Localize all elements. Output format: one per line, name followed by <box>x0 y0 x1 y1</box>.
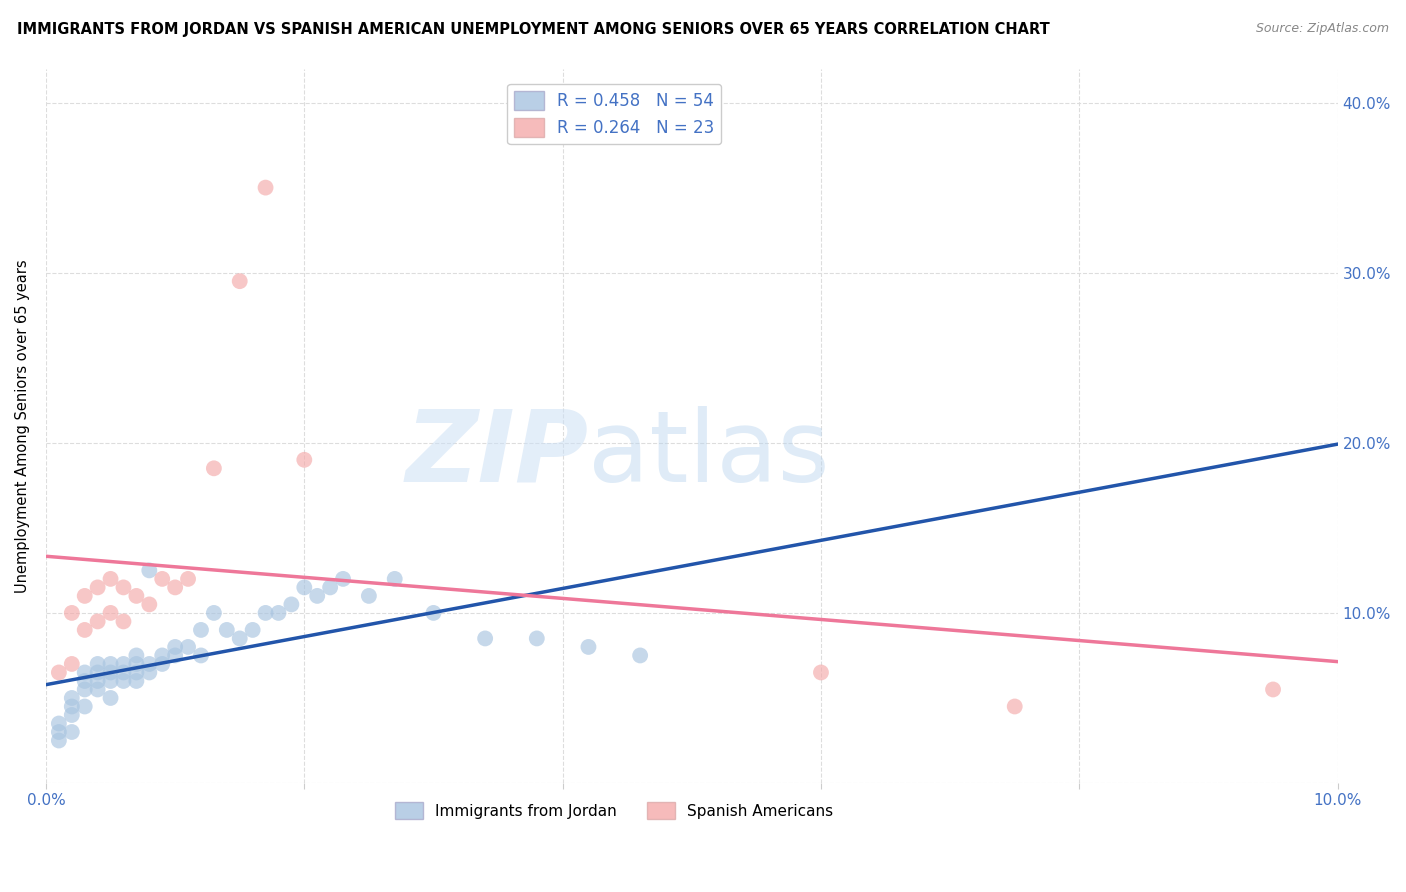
Point <box>1261 682 1284 697</box>
Point <box>48 733 70 747</box>
Point <box>86 657 108 671</box>
Point <box>60 690 83 705</box>
Text: IMMIGRANTS FROM JORDAN VS SPANISH AMERICAN UNEMPLOYMENT AMONG SENIORS OVER 65 YE: IMMIGRANTS FROM JORDAN VS SPANISH AMERIC… <box>17 22 1050 37</box>
Point <box>228 274 250 288</box>
Point <box>125 648 148 663</box>
Point <box>254 606 277 620</box>
Point <box>138 665 160 680</box>
Point <box>48 665 70 680</box>
Point <box>125 589 148 603</box>
Text: atlas: atlas <box>589 406 830 503</box>
Point <box>332 572 354 586</box>
Point <box>112 615 135 629</box>
Point <box>215 623 238 637</box>
Y-axis label: Unemployment Among Seniors over 65 years: Unemployment Among Seniors over 65 years <box>15 259 30 592</box>
Point <box>267 606 290 620</box>
Point <box>100 572 122 586</box>
Point <box>474 632 496 646</box>
Point <box>100 673 122 688</box>
Point <box>60 657 83 671</box>
Point <box>112 673 135 688</box>
Point <box>86 581 108 595</box>
Point <box>86 615 108 629</box>
Point <box>48 725 70 739</box>
Point <box>73 682 96 697</box>
Point <box>150 572 173 586</box>
Point <box>357 589 380 603</box>
Point <box>202 606 225 620</box>
Point <box>319 581 342 595</box>
Point <box>112 665 135 680</box>
Point <box>138 657 160 671</box>
Point <box>73 673 96 688</box>
Point <box>138 598 160 612</box>
Point <box>526 632 548 646</box>
Point <box>138 563 160 577</box>
Point <box>165 648 187 663</box>
Point <box>280 598 302 612</box>
Point <box>73 589 96 603</box>
Point <box>422 606 444 620</box>
Point <box>73 623 96 637</box>
Point <box>73 665 96 680</box>
Point <box>125 657 148 671</box>
Point <box>190 623 212 637</box>
Point <box>125 673 148 688</box>
Point <box>177 640 200 654</box>
Point <box>810 665 832 680</box>
Point <box>100 657 122 671</box>
Point <box>125 665 148 680</box>
Point <box>165 640 187 654</box>
Text: ZIP: ZIP <box>405 406 589 503</box>
Point <box>48 716 70 731</box>
Point <box>150 648 173 663</box>
Point <box>1004 699 1026 714</box>
Point <box>112 657 135 671</box>
Point <box>242 623 264 637</box>
Point <box>292 452 315 467</box>
Point <box>307 589 329 603</box>
Point <box>100 606 122 620</box>
Point <box>254 180 277 194</box>
Point <box>628 648 651 663</box>
Point <box>165 581 187 595</box>
Point <box>578 640 600 654</box>
Point <box>112 581 135 595</box>
Text: Source: ZipAtlas.com: Source: ZipAtlas.com <box>1256 22 1389 36</box>
Point <box>100 690 122 705</box>
Point <box>73 699 96 714</box>
Point <box>86 673 108 688</box>
Point <box>60 725 83 739</box>
Point <box>384 572 406 586</box>
Point <box>86 682 108 697</box>
Point <box>60 708 83 723</box>
Point <box>150 657 173 671</box>
Point <box>292 581 315 595</box>
Point <box>100 665 122 680</box>
Point <box>202 461 225 475</box>
Point <box>60 699 83 714</box>
Point <box>190 648 212 663</box>
Point <box>228 632 250 646</box>
Legend: Immigrants from Jordan, Spanish Americans: Immigrants from Jordan, Spanish American… <box>389 796 839 825</box>
Point <box>60 606 83 620</box>
Point <box>177 572 200 586</box>
Point <box>86 665 108 680</box>
